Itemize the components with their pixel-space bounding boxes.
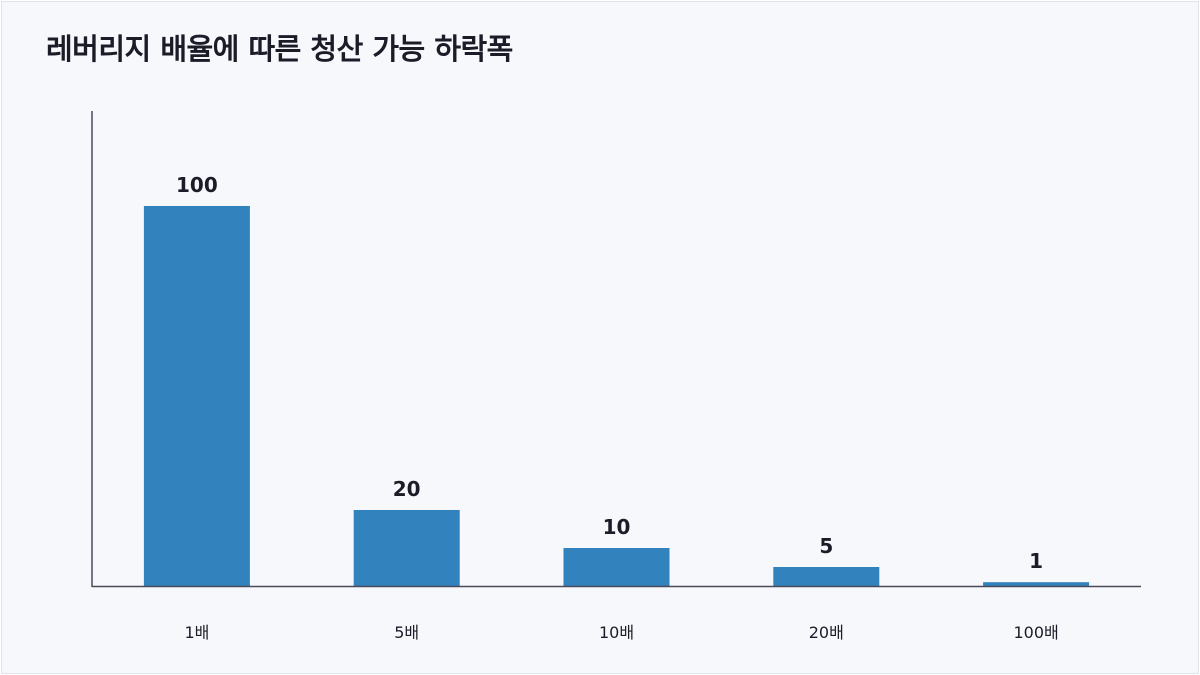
- x-tick-label-1: 5배: [394, 623, 419, 642]
- x-tick-label-4: 100배: [1013, 623, 1058, 642]
- bar-4: [983, 582, 1090, 586]
- bar-value-label-4: 1: [1029, 549, 1043, 573]
- bar-1: [353, 510, 460, 586]
- x-tick-label-3: 20배: [809, 623, 844, 642]
- value-labels-group: 100 20 10 5 1: [176, 173, 1043, 573]
- bar-3: [773, 567, 880, 586]
- bar-value-label-1: 20: [393, 477, 421, 501]
- bar-value-label-3: 5: [819, 534, 833, 558]
- bar-value-label-0: 100: [176, 173, 218, 197]
- x-tick-label-0: 1배: [184, 623, 209, 642]
- bar-0: [143, 206, 250, 586]
- bar-2: [563, 548, 670, 586]
- x-tick-label-2: 10배: [599, 623, 634, 642]
- chart-title: 레버리지 배율에 따른 청산 가능 하락폭: [46, 32, 513, 66]
- bar-value-label-2: 10: [603, 515, 631, 539]
- bars-group: [143, 206, 1090, 586]
- x-tick-labels-group: 1배 5배 10배 20배 100배: [184, 623, 1058, 642]
